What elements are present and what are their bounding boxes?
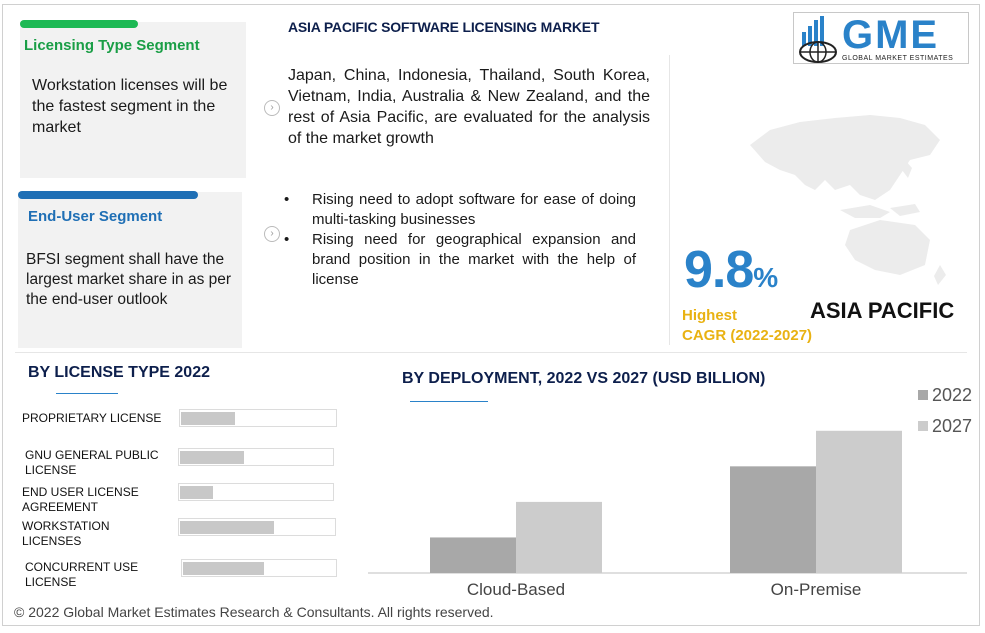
license-label: GNU GENERAL PUBLIC LICENSE xyxy=(25,448,159,477)
cagr-unit: % xyxy=(753,262,779,293)
licensing-segment-text: Workstation licenses will be the fastest… xyxy=(32,77,228,136)
legend-item-2027: 2027 xyxy=(918,416,972,437)
deployment-bar-chart: Cloud-Based On-Premise xyxy=(368,430,967,599)
bar-on-premise-2027 xyxy=(816,430,902,573)
logo-text: GME xyxy=(842,13,940,57)
chevron-right-circle-icon: › xyxy=(264,226,280,242)
bullet-item: • Rising need for geographical expansion … xyxy=(284,231,636,288)
driver-bullets: • Rising need to adopt software for ease … xyxy=(284,190,636,290)
end-user-segment-bar xyxy=(18,191,198,199)
cagr-label-highest: Highest xyxy=(682,307,738,324)
license-bar-track xyxy=(178,518,336,536)
license-bar-track xyxy=(179,409,337,427)
license-bar-fill xyxy=(183,562,264,575)
license-bar-fill xyxy=(180,486,213,499)
divider-vertical xyxy=(669,55,670,345)
license-label: PROPRIETARY LICENSE xyxy=(22,411,162,425)
bullet-text: Rising need to adopt software for ease o… xyxy=(312,191,636,228)
copyright-footer: © 2022 Global Market Estimates Research … xyxy=(14,604,494,620)
cagr-label-period: CAGR (2022-2027) xyxy=(682,327,813,344)
x-tick-label: On-Premise xyxy=(771,580,862,599)
legend-label-2027: 2027 xyxy=(932,416,973,436)
license-bar-fill xyxy=(180,521,274,534)
bullet-text: Rising need for geographical expansion a… xyxy=(312,231,636,288)
region-paragraph: Japan, China, Indonesia, Thailand, South… xyxy=(288,67,650,147)
bar-cloud-based-2027 xyxy=(516,501,602,573)
cagr-number: 9.8 xyxy=(684,241,754,299)
license-type-underline xyxy=(56,393,118,394)
bullet-item: • Rising need to adopt software for ease … xyxy=(284,191,636,228)
licensing-segment-box xyxy=(20,22,246,178)
gme-logo: GME GLOBAL MARKET ESTIMATES xyxy=(793,12,969,64)
bar-cloud-based-2022 xyxy=(430,537,516,573)
divider-horizontal xyxy=(15,352,967,353)
license-bar-track xyxy=(181,559,337,577)
end-user-segment-text: BFSI segment shall have the largest mark… xyxy=(26,251,232,308)
globe-bars-icon xyxy=(799,16,837,63)
end-user-segment-title: End-User Segment xyxy=(28,208,163,225)
deployment-title-underline xyxy=(410,401,488,402)
deployment-chart-title: BY DEPLOYMENT, 2022 VS 2027 (USD BILLION… xyxy=(402,370,766,387)
x-tick-label: Cloud-Based xyxy=(467,580,565,599)
license-bar-fill xyxy=(181,412,235,425)
end-user-segment-box xyxy=(18,192,242,348)
chevron-right-circle-icon: › xyxy=(264,100,280,116)
license-bar-track xyxy=(178,448,334,466)
legend-swatch-2027 xyxy=(918,421,928,431)
legend-label-2022: 2022 xyxy=(932,385,973,405)
main-title: ASIA PACIFIC SOFTWARE LICENSING MARKET xyxy=(288,19,600,35)
license-bar-fill xyxy=(180,451,244,464)
license-label: CONCURRENT USE LICENSE xyxy=(25,560,139,589)
legend-item-2022: 2022 xyxy=(918,385,972,406)
license-type-title: BY LICENSE TYPE 2022 xyxy=(28,364,210,381)
license-label: END USER LICENSE AGREEMENT xyxy=(22,485,139,514)
asia-pacific-map xyxy=(750,115,946,285)
license-label: WORKSTATION LICENSES xyxy=(22,519,110,548)
license-bar-track xyxy=(178,483,334,501)
licensing-segment-bar xyxy=(20,20,138,28)
infographic-frame xyxy=(2,4,980,626)
region-label: ASIA PACIFIC xyxy=(810,298,955,323)
legend-swatch-2022 xyxy=(918,390,928,400)
cagr-value: 9.8% xyxy=(684,240,778,300)
logo-subtext: GLOBAL MARKET ESTIMATES xyxy=(842,55,954,62)
licensing-segment-title: Licensing Type Segment xyxy=(24,37,200,54)
bar-on-premise-2022 xyxy=(730,466,816,573)
